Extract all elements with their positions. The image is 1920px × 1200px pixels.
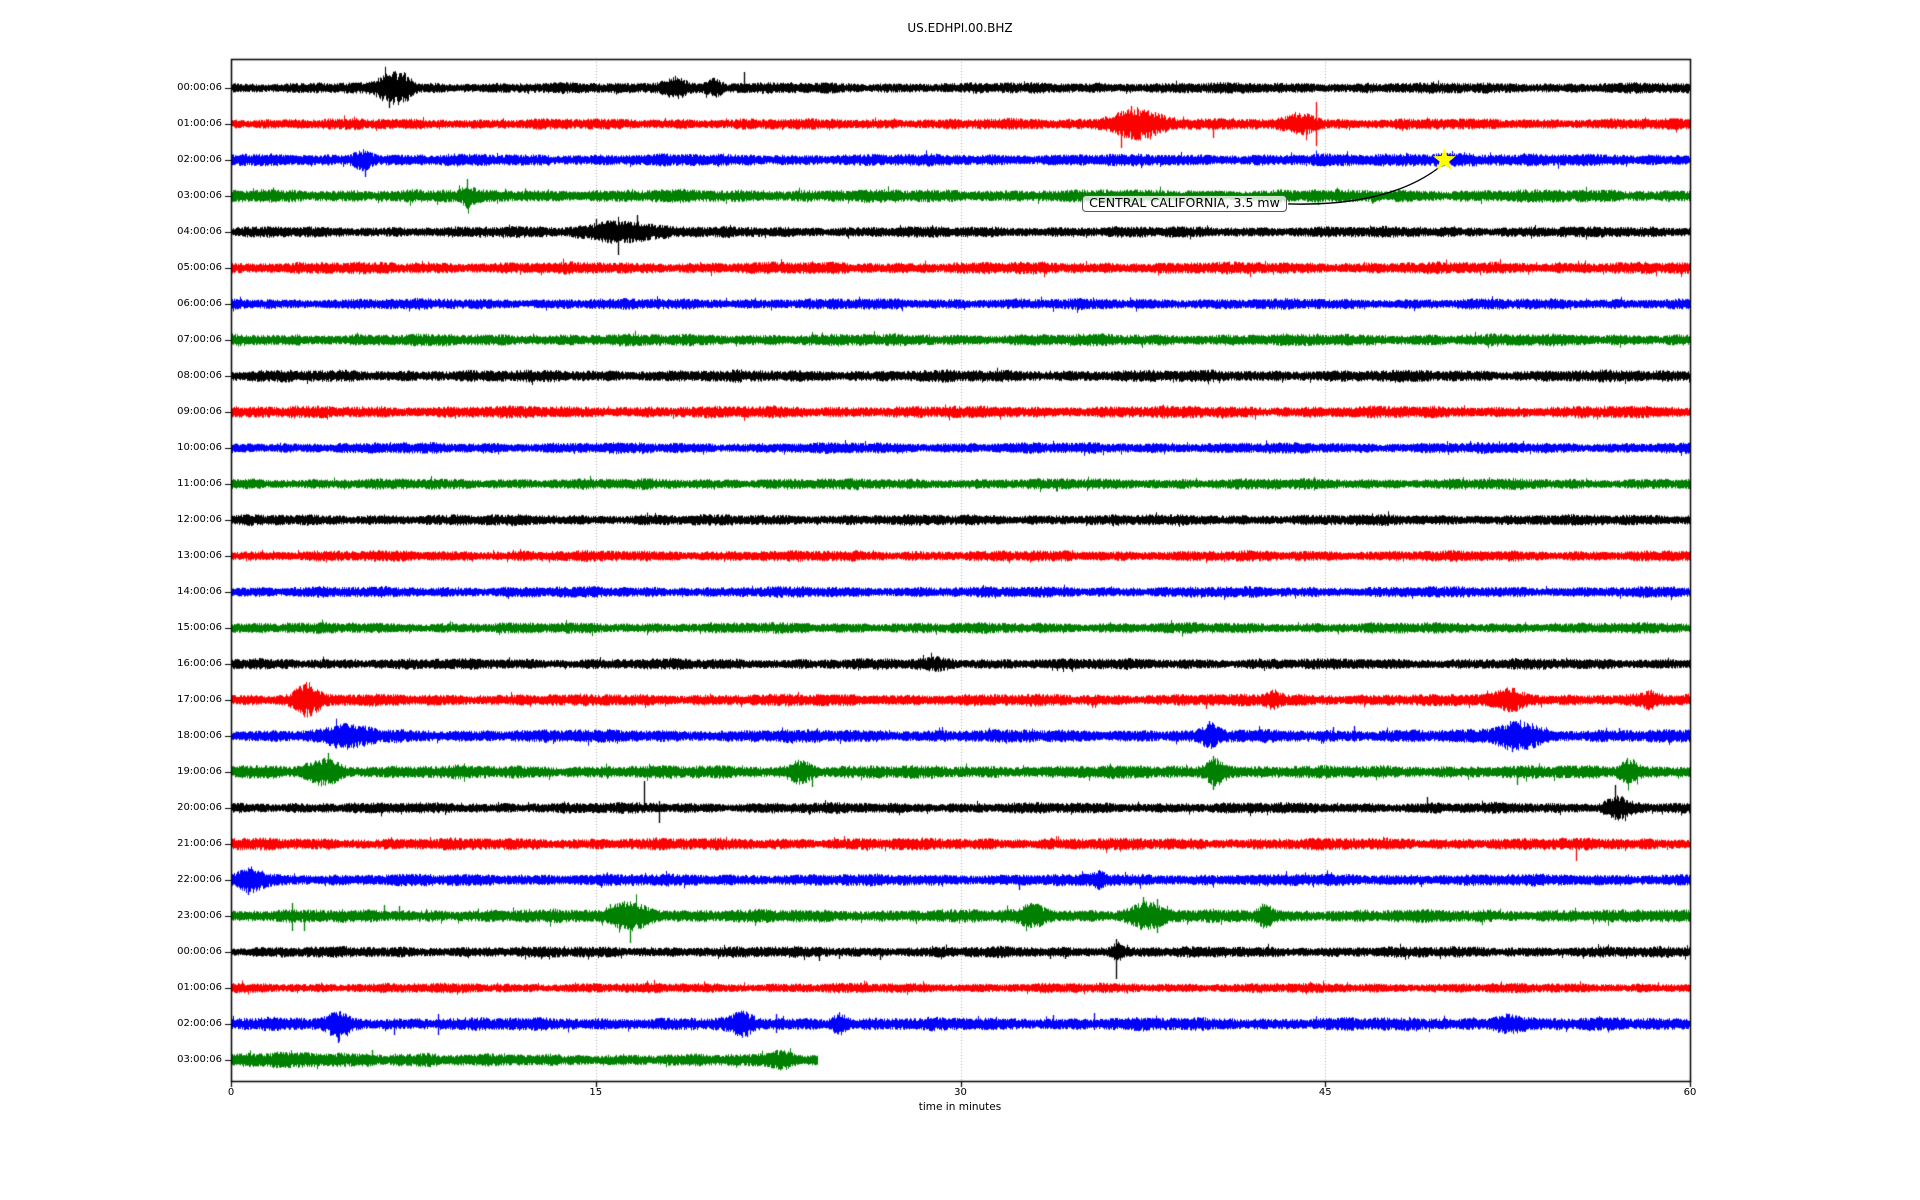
- row-label: 01:00:06: [177, 982, 222, 993]
- x-tick-label: 45: [1318, 1087, 1332, 1098]
- row-label: 07:00:06: [177, 334, 222, 345]
- row-label: 03:00:06: [177, 190, 222, 201]
- row-label: 23:00:06: [177, 910, 222, 921]
- x-axis-label: time in minutes: [918, 1101, 1002, 1113]
- row-label: 03:00:06: [177, 1054, 222, 1065]
- row-label: 20:00:06: [177, 802, 222, 813]
- row-label: 08:00:06: [177, 370, 222, 381]
- row-label: 18:00:06: [177, 730, 222, 741]
- row-label: 11:00:06: [177, 478, 222, 489]
- row-label: 09:00:06: [177, 406, 222, 417]
- row-label: 02:00:06: [177, 1018, 222, 1029]
- row-label: 21:00:06: [177, 838, 222, 849]
- row-label: 04:00:06: [177, 226, 222, 237]
- row-label: 00:00:06: [177, 82, 222, 93]
- row-label: 17:00:06: [177, 694, 222, 705]
- row-label: 13:00:06: [177, 550, 222, 561]
- row-label: 14:00:06: [177, 586, 222, 597]
- row-label: 15:00:06: [177, 622, 222, 633]
- event-annotation: CENTRAL CALIFORNIA, 3.5 mw: [1082, 195, 1287, 213]
- row-label: 12:00:06: [177, 514, 222, 525]
- x-tick-label: 15: [589, 1087, 603, 1098]
- row-label: 00:00:06: [177, 946, 222, 957]
- row-label: 10:00:06: [177, 442, 222, 453]
- event-annotation-text: CENTRAL CALIFORNIA, 3.5 mw: [1089, 195, 1280, 211]
- row-label: 22:00:06: [177, 874, 222, 885]
- row-label: 02:00:06: [177, 154, 222, 165]
- row-label: 16:00:06: [177, 658, 222, 669]
- row-label: 01:00:06: [177, 118, 222, 129]
- x-tick-label: 30: [954, 1087, 967, 1098]
- row-label: 19:00:06: [177, 766, 222, 777]
- x-tick-label: 60: [1683, 1087, 1697, 1098]
- figure-title: US.EDHPI.00.BHZ: [907, 21, 1013, 35]
- x-tick-label: 0: [227, 1087, 235, 1098]
- row-label: 05:00:06: [177, 262, 222, 273]
- row-label: 06:00:06: [177, 298, 222, 309]
